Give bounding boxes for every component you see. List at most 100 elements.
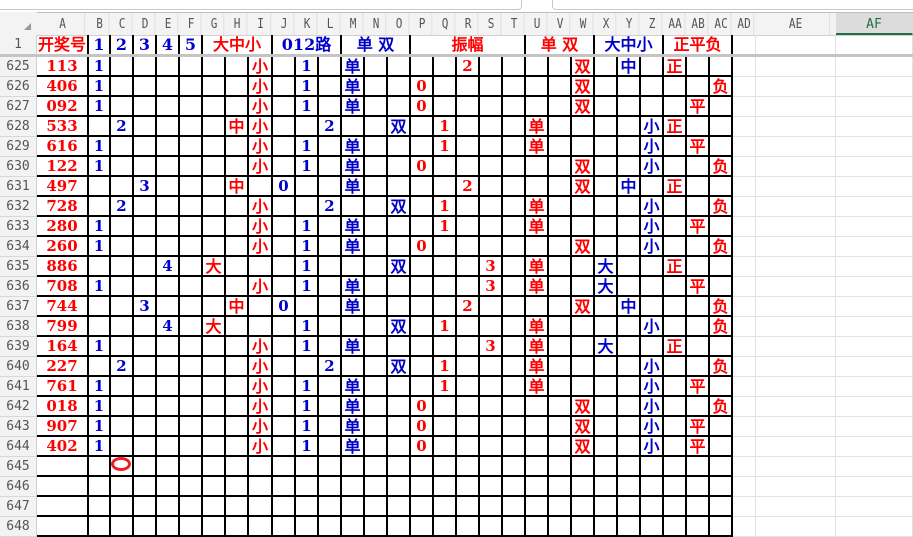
cell-empty[interactable] [157,357,180,377]
cell-empty[interactable] [756,317,836,337]
cell-empty[interactable] [503,437,526,457]
header-cell[interactable]: 4 [157,35,180,55]
cell-empty[interactable] [572,477,595,497]
cell-empty[interactable] [434,257,457,277]
cell-empty[interactable] [618,497,641,517]
cell-a[interactable]: 799 [37,317,89,337]
cell-empty[interactable] [480,157,503,177]
cell-empty[interactable] [134,217,157,237]
cell-empty[interactable] [595,177,618,197]
cell-empty[interactable] [365,217,388,237]
cell-z[interactable]: 小 [641,217,664,237]
cell-empty[interactable] [111,417,134,437]
cell-empty[interactable] [319,57,342,77]
cell-o[interactable]: 双 [388,357,411,377]
cell-empty[interactable] [388,437,411,457]
cell-empty[interactable] [618,157,641,177]
cell-empty[interactable] [503,417,526,437]
cell-empty[interactable] [480,317,503,337]
cell-empty[interactable] [503,277,526,297]
cell-empty[interactable] [296,457,319,477]
cell-empty[interactable] [618,457,641,477]
column-header-aa[interactable]: AA [666,13,686,35]
cell-empty[interactable] [180,517,203,537]
cell-empty[interactable] [595,57,618,77]
cell-empty[interactable] [480,437,503,457]
cell-empty[interactable] [572,137,595,157]
cell-empty[interactable] [836,197,913,217]
cell-i[interactable]: 小 [249,397,273,417]
cell-empty[interactable] [457,337,480,357]
cell-empty[interactable] [503,397,526,417]
cell-empty[interactable] [733,217,756,237]
cell-empty[interactable] [273,77,296,97]
cell-empty[interactable] [180,177,203,197]
cell-empty[interactable] [273,57,296,77]
cell-empty[interactable] [226,157,249,177]
column-header-g[interactable]: G [205,13,225,35]
cell-empty[interactable] [618,357,641,377]
cell-empty[interactable] [549,277,572,297]
cell-empty[interactable] [180,477,203,497]
cell-empty[interactable] [526,517,549,537]
cell-empty[interactable] [226,277,249,297]
cell-empty[interactable] [756,157,836,177]
cell-ac[interactable]: 负 [710,317,733,337]
cell-empty[interactable] [480,357,503,377]
cell-empty[interactable] [434,97,457,117]
cell-empty[interactable] [526,237,549,257]
cell-empty[interactable] [89,317,111,337]
cell-empty[interactable] [434,397,457,417]
cell-empty[interactable] [226,397,249,417]
cell-empty[interactable] [480,97,503,117]
cell-empty[interactable] [836,397,913,417]
cell-empty[interactable] [480,517,503,537]
cell-empty[interactable] [618,397,641,417]
cell-empty[interactable] [664,197,687,217]
cell-empty[interactable] [756,397,836,417]
row-header[interactable]: 632 [0,197,37,217]
cell-empty[interactable] [273,317,296,337]
header-cell[interactable]: 开奖号 [37,35,89,55]
cell-empty[interactable] [111,497,134,517]
cell-empty[interactable] [203,217,226,237]
cell-empty[interactable] [687,157,710,177]
cell-empty[interactable] [157,137,180,157]
cell-empty[interactable] [342,457,365,477]
cell-empty[interactable] [273,477,296,497]
cell-empty[interactable] [503,197,526,217]
cell-empty[interactable] [733,97,756,117]
cell-empty[interactable] [365,137,388,157]
cell-u[interactable]: 单 [526,377,549,397]
cell-empty[interactable] [595,137,618,157]
cell-a[interactable]: 227 [37,357,89,377]
cell-i[interactable]: 小 [249,357,273,377]
cell-k[interactable]: 1 [296,77,319,97]
cell-s[interactable]: 3 [480,257,503,277]
cell-empty[interactable] [618,437,641,457]
cell-empty[interactable] [756,35,836,55]
cell-empty[interactable] [503,497,526,517]
cell-empty[interactable] [388,277,411,297]
cell-empty[interactable] [226,257,249,277]
cell-empty[interactable] [710,217,733,237]
cell-empty[interactable] [595,97,618,117]
cell-empty[interactable] [618,337,641,357]
cell-empty[interactable] [503,317,526,337]
cell-empty[interactable] [203,97,226,117]
cell-empty[interactable] [664,517,687,537]
cell-empty[interactable] [365,457,388,477]
cell-empty[interactable] [733,477,756,497]
cell-empty[interactable] [365,377,388,397]
cell-empty[interactable] [319,177,342,197]
cell-empty[interactable] [319,137,342,157]
cell-empty[interactable] [480,117,503,137]
row-header[interactable]: 645 [0,457,37,477]
cell-empty[interactable] [687,257,710,277]
cell-g[interactable]: 大 [203,317,226,337]
cell-empty[interactable] [180,497,203,517]
column-header-l[interactable]: L [321,13,341,35]
cell-empty[interactable] [641,297,664,317]
cell-b[interactable]: 1 [89,137,111,157]
cell-k[interactable]: 1 [296,97,319,117]
